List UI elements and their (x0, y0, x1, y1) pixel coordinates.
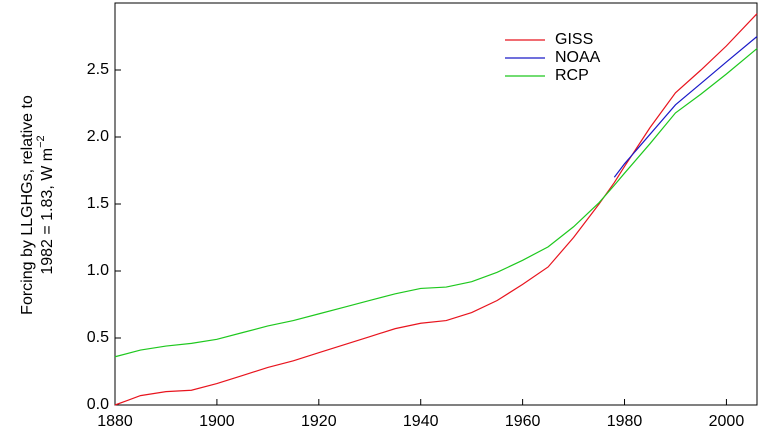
legend-label: RCP (555, 67, 589, 84)
data-line (613, 36, 758, 178)
y-tick-label: 2.5 (87, 61, 109, 78)
x-tick-label: 1960 (505, 413, 541, 430)
x-tick-label: 2000 (709, 413, 745, 430)
y-tick-label: 0.0 (87, 396, 109, 413)
x-tick-label: 1940 (403, 413, 439, 430)
y-tick-label: 2.0 (87, 128, 109, 145)
legend-label: GISS (555, 31, 593, 48)
y-axis-label-line: 1982 = 1.83, W m (39, 148, 56, 275)
x-tick-label: 1880 (97, 413, 133, 430)
x-tick-label: 1920 (301, 413, 337, 430)
data-line (114, 48, 758, 358)
y-tick-label: 1.0 (87, 262, 109, 279)
legend-label: NOAA (555, 49, 601, 66)
data-line (114, 13, 758, 406)
x-tick-label: 1980 (607, 413, 643, 430)
y-axis-label: Forcing by LLGHGs, relative to (19, 95, 36, 315)
y-axis-label-superscript: −2 (35, 135, 47, 148)
x-tick-label: 1900 (199, 413, 235, 430)
y-axis-label: 1982 = 1.83, W m−2 (35, 135, 56, 274)
y-tick-label: 0.5 (87, 329, 109, 346)
y-tick-label: 1.5 (87, 195, 109, 212)
plot-frame (114, 2, 758, 406)
